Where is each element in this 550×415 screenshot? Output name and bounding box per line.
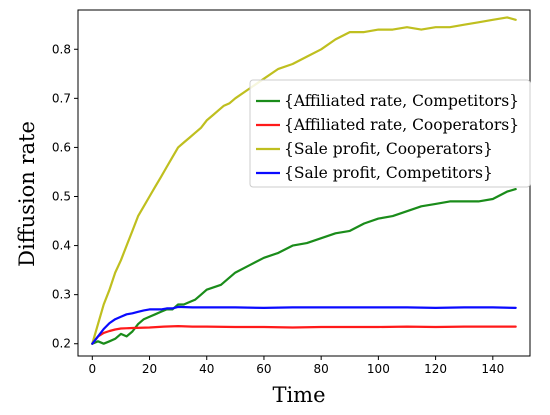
- y-tick-label: 0.2: [52, 337, 71, 351]
- series-layer: [91, 16, 517, 345]
- series-line-0: [91, 188, 517, 345]
- x-tick-label: 120: [424, 362, 447, 376]
- y-tick-label: 0.7: [52, 91, 71, 105]
- x-tick-label: 80: [314, 362, 329, 376]
- x-tick-label: 60: [256, 362, 271, 376]
- legend: {Affiliated rate, Competitors} {Affiliate…: [249, 79, 531, 188]
- y-tick-label: 0.8: [52, 42, 71, 56]
- x-axis: 0 20 40 60 80 100 120 140: [88, 356, 504, 376]
- legend-label-0: {Affiliated rate, Competitors}: [284, 92, 519, 110]
- series-line-1: [91, 325, 517, 345]
- x-tick-label: 0: [88, 362, 96, 376]
- y-tick-label: 0.4: [52, 239, 71, 253]
- y-tick-label: 0.6: [52, 140, 71, 154]
- y-axis: 0.2 0.3 0.4 0.5 0.6 0.7 0.8: [52, 42, 78, 351]
- x-tick-label: 20: [142, 362, 157, 376]
- legend-label-2: {Sale profit, Cooperators}: [284, 140, 493, 158]
- x-tick-label: 40: [199, 362, 214, 376]
- y-tick-label: 0.5: [52, 189, 71, 203]
- legend-label-3: {Sale profit, Competitors}: [284, 164, 493, 182]
- legend-box: [249, 79, 531, 188]
- y-axis-title: Diffusion rate: [15, 121, 39, 267]
- x-axis-title: Time: [272, 383, 325, 407]
- y-tick-label: 0.3: [52, 288, 71, 302]
- series-line-3: [91, 305, 517, 345]
- series-line-2: [91, 16, 517, 345]
- x-tick-label: 100: [367, 362, 390, 376]
- legend-label-1: {Affiliated rate, Cooperators}: [284, 116, 519, 134]
- x-tick-label: 140: [481, 362, 504, 376]
